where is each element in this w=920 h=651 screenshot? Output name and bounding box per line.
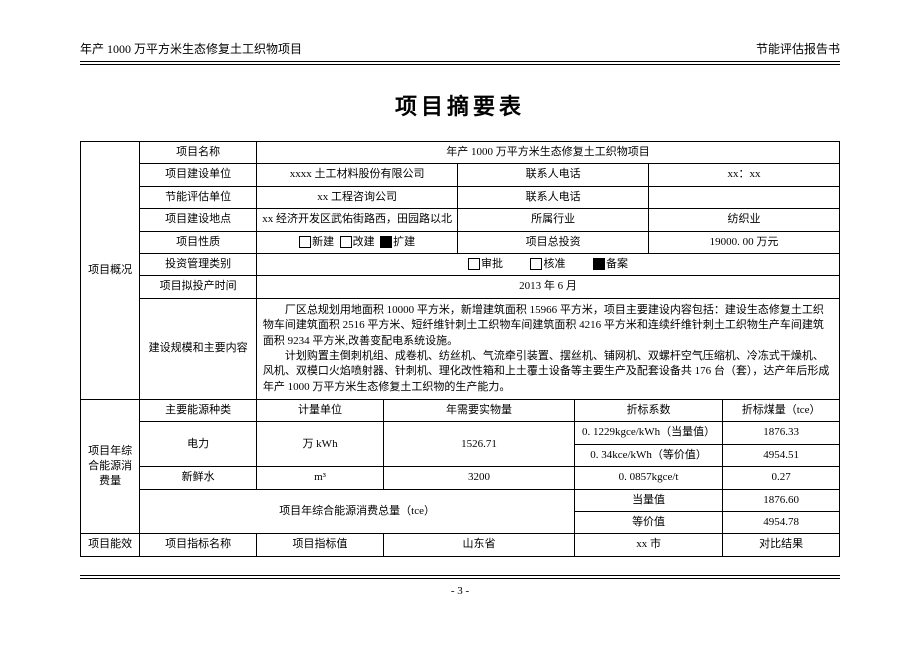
cell-label: 项目建设地点 (140, 209, 257, 231)
cell-value: 等价值 (574, 512, 722, 534)
checkbox-approve-icon (468, 258, 480, 270)
cell-value: 电力 (140, 422, 257, 467)
cell-value: xx 经济开发区武佑街路西，田园路以北 (256, 209, 457, 231)
opt-approve: 审批 (481, 258, 503, 270)
cell-value: 4954.78 (723, 512, 840, 534)
cell-value: 年产 1000 万平方米生态修复土工织物项目 (256, 142, 839, 164)
table-row: 项目拟投产时间 2013 年 6 月 (81, 276, 840, 298)
table-row: 项目年综合能源消费总量（tce） 当量值 1876.60 (81, 489, 840, 511)
section-label-efficiency: 项目能效 (81, 534, 140, 556)
footer-line (80, 575, 840, 579)
col-factor: 折标系数 (574, 400, 722, 422)
cell-label: 联系人电话 (458, 164, 649, 186)
opt-new: 新建 (312, 236, 334, 248)
summary-table: 项目概况 项目名称 年产 1000 万平方米生态修复土工织物项目 项目建设单位 … (80, 141, 840, 557)
cell-label: 联系人电话 (458, 186, 649, 208)
section-label-overview: 项目概况 (81, 142, 140, 400)
opt-check: 核准 (543, 258, 565, 270)
cell-value (649, 186, 840, 208)
cell-value: 0. 34kce/kWh（等价值） (574, 444, 722, 466)
cell-value: m³ (256, 467, 383, 489)
table-row: 项目能效 项目指标名称 项目指标值 山东省 xx 市 对比结果 (81, 534, 840, 556)
header-right: 节能评估报告书 (756, 40, 840, 57)
opt-expand: 扩建 (393, 236, 415, 248)
cell-value: 当量值 (574, 489, 722, 511)
col-name: 项目指标名称 (140, 534, 257, 556)
table-row: 项目年综合能源消费量 主要能源种类 计量单位 年需要实物量 折标系数 折标煤量（… (81, 400, 840, 422)
page-number: - 3 - (80, 585, 840, 597)
opt-record: 备案 (606, 258, 628, 270)
table-row: 电力 万 kWh 1526.71 0. 1229kgce/kWh（当量值） 18… (81, 422, 840, 444)
checkbox-rebuild-icon (340, 236, 352, 248)
scale-p1: 厂区总规划用地面积 10000 平方米，新增建筑面积 15966 平方米，项目主… (263, 303, 833, 349)
col-value: 项目指标值 (256, 534, 383, 556)
scale-p2: 计划购置主倒刺机组、成卷机、纺丝机、气流牵引装置、摆丝机、铺网机、双螺杆空气压缩… (263, 349, 833, 395)
cell-label: 所属行业 (458, 209, 649, 231)
page-header: 年产 1000 万平方米生态修复土工织物项目 节能评估报告书 (80, 40, 840, 61)
cell-value: 0. 1229kgce/kWh（当量值） (574, 422, 722, 444)
cell-label: 项目名称 (140, 142, 257, 164)
col-province: 山东省 (384, 534, 575, 556)
header-left: 年产 1000 万平方米生态修复土工织物项目 (80, 40, 302, 57)
cell-value: 19000. 00 万元 (649, 231, 840, 253)
checkbox-record-icon (593, 258, 605, 270)
table-row: 投资管理类别 审批 核准 备案 (81, 253, 840, 275)
cell-value: 万 kWh (256, 422, 383, 467)
section-label-energy: 项目年综合能源消费量 (81, 400, 140, 534)
col-compare: 对比结果 (723, 534, 840, 556)
cell-label: 节能评估单位 (140, 186, 257, 208)
cell-label: 投资管理类别 (140, 253, 257, 275)
cell-value: 2013 年 6 月 (256, 276, 839, 298)
cell-value: 1876.60 (723, 489, 840, 511)
cell-value: xx：xx (649, 164, 840, 186)
cell-label: 项目总投资 (458, 231, 649, 253)
cell-label: 项目拟投产时间 (140, 276, 257, 298)
cell-value: 0.27 (723, 467, 840, 489)
col-type: 主要能源种类 (140, 400, 257, 422)
col-city: xx 市 (574, 534, 722, 556)
checkbox-expand-icon (380, 236, 392, 248)
table-row: 项目性质 新建 改建 扩建 项目总投资 19000. 00 万元 (81, 231, 840, 253)
checkbox-check-icon (530, 258, 542, 270)
table-row: 建设规模和主要内容 厂区总规划用地面积 10000 平方米，新增建筑面积 159… (81, 298, 840, 399)
table-row: 新鲜水 m³ 3200 0. 0857kgce/t 0.27 (81, 467, 840, 489)
cell-scale-desc: 厂区总规划用地面积 10000 平方米，新增建筑面积 15966 平方米，项目主… (256, 298, 839, 399)
cell-value: xxxx 土工材料股份有限公司 (256, 164, 457, 186)
page-container: 年产 1000 万平方米生态修复土工织物项目 节能评估报告书 项目摘要表 项目概… (0, 0, 920, 597)
cell-value: 新鲜水 (140, 467, 257, 489)
cell-value: 1876.33 (723, 422, 840, 444)
table-row: 项目概况 项目名称 年产 1000 万平方米生态修复土工织物项目 (81, 142, 840, 164)
table-row: 项目建设地点 xx 经济开发区武佑街路西，田园路以北 所属行业 纺织业 (81, 209, 840, 231)
header-underline (80, 61, 840, 65)
cell-value: 3200 (384, 467, 575, 489)
table-row: 节能评估单位 xx 工程咨询公司 联系人电话 (81, 186, 840, 208)
cell-value: xx 工程咨询公司 (256, 186, 457, 208)
col-demand: 年需要实物量 (384, 400, 575, 422)
cell-value: 1526.71 (384, 422, 575, 467)
page-title: 项目摘要表 (80, 89, 840, 121)
checkbox-new-icon (299, 236, 311, 248)
col-coal: 折标煤量（tce） (723, 400, 840, 422)
col-unit: 计量单位 (256, 400, 383, 422)
cell-invest-type: 审批 核准 备案 (256, 253, 839, 275)
cell-value: 纺织业 (649, 209, 840, 231)
opt-rebuild: 改建 (353, 236, 375, 248)
cell-total-label: 项目年综合能源消费总量（tce） (140, 489, 575, 534)
cell-label: 项目性质 (140, 231, 257, 253)
cell-label: 项目建设单位 (140, 164, 257, 186)
cell-value: 0. 0857kgce/t (574, 467, 722, 489)
table-row: 项目建设单位 xxxx 土工材料股份有限公司 联系人电话 xx：xx (81, 164, 840, 186)
cell-value: 4954.51 (723, 444, 840, 466)
cell-nature: 新建 改建 扩建 (256, 231, 457, 253)
cell-label: 建设规模和主要内容 (140, 298, 257, 399)
